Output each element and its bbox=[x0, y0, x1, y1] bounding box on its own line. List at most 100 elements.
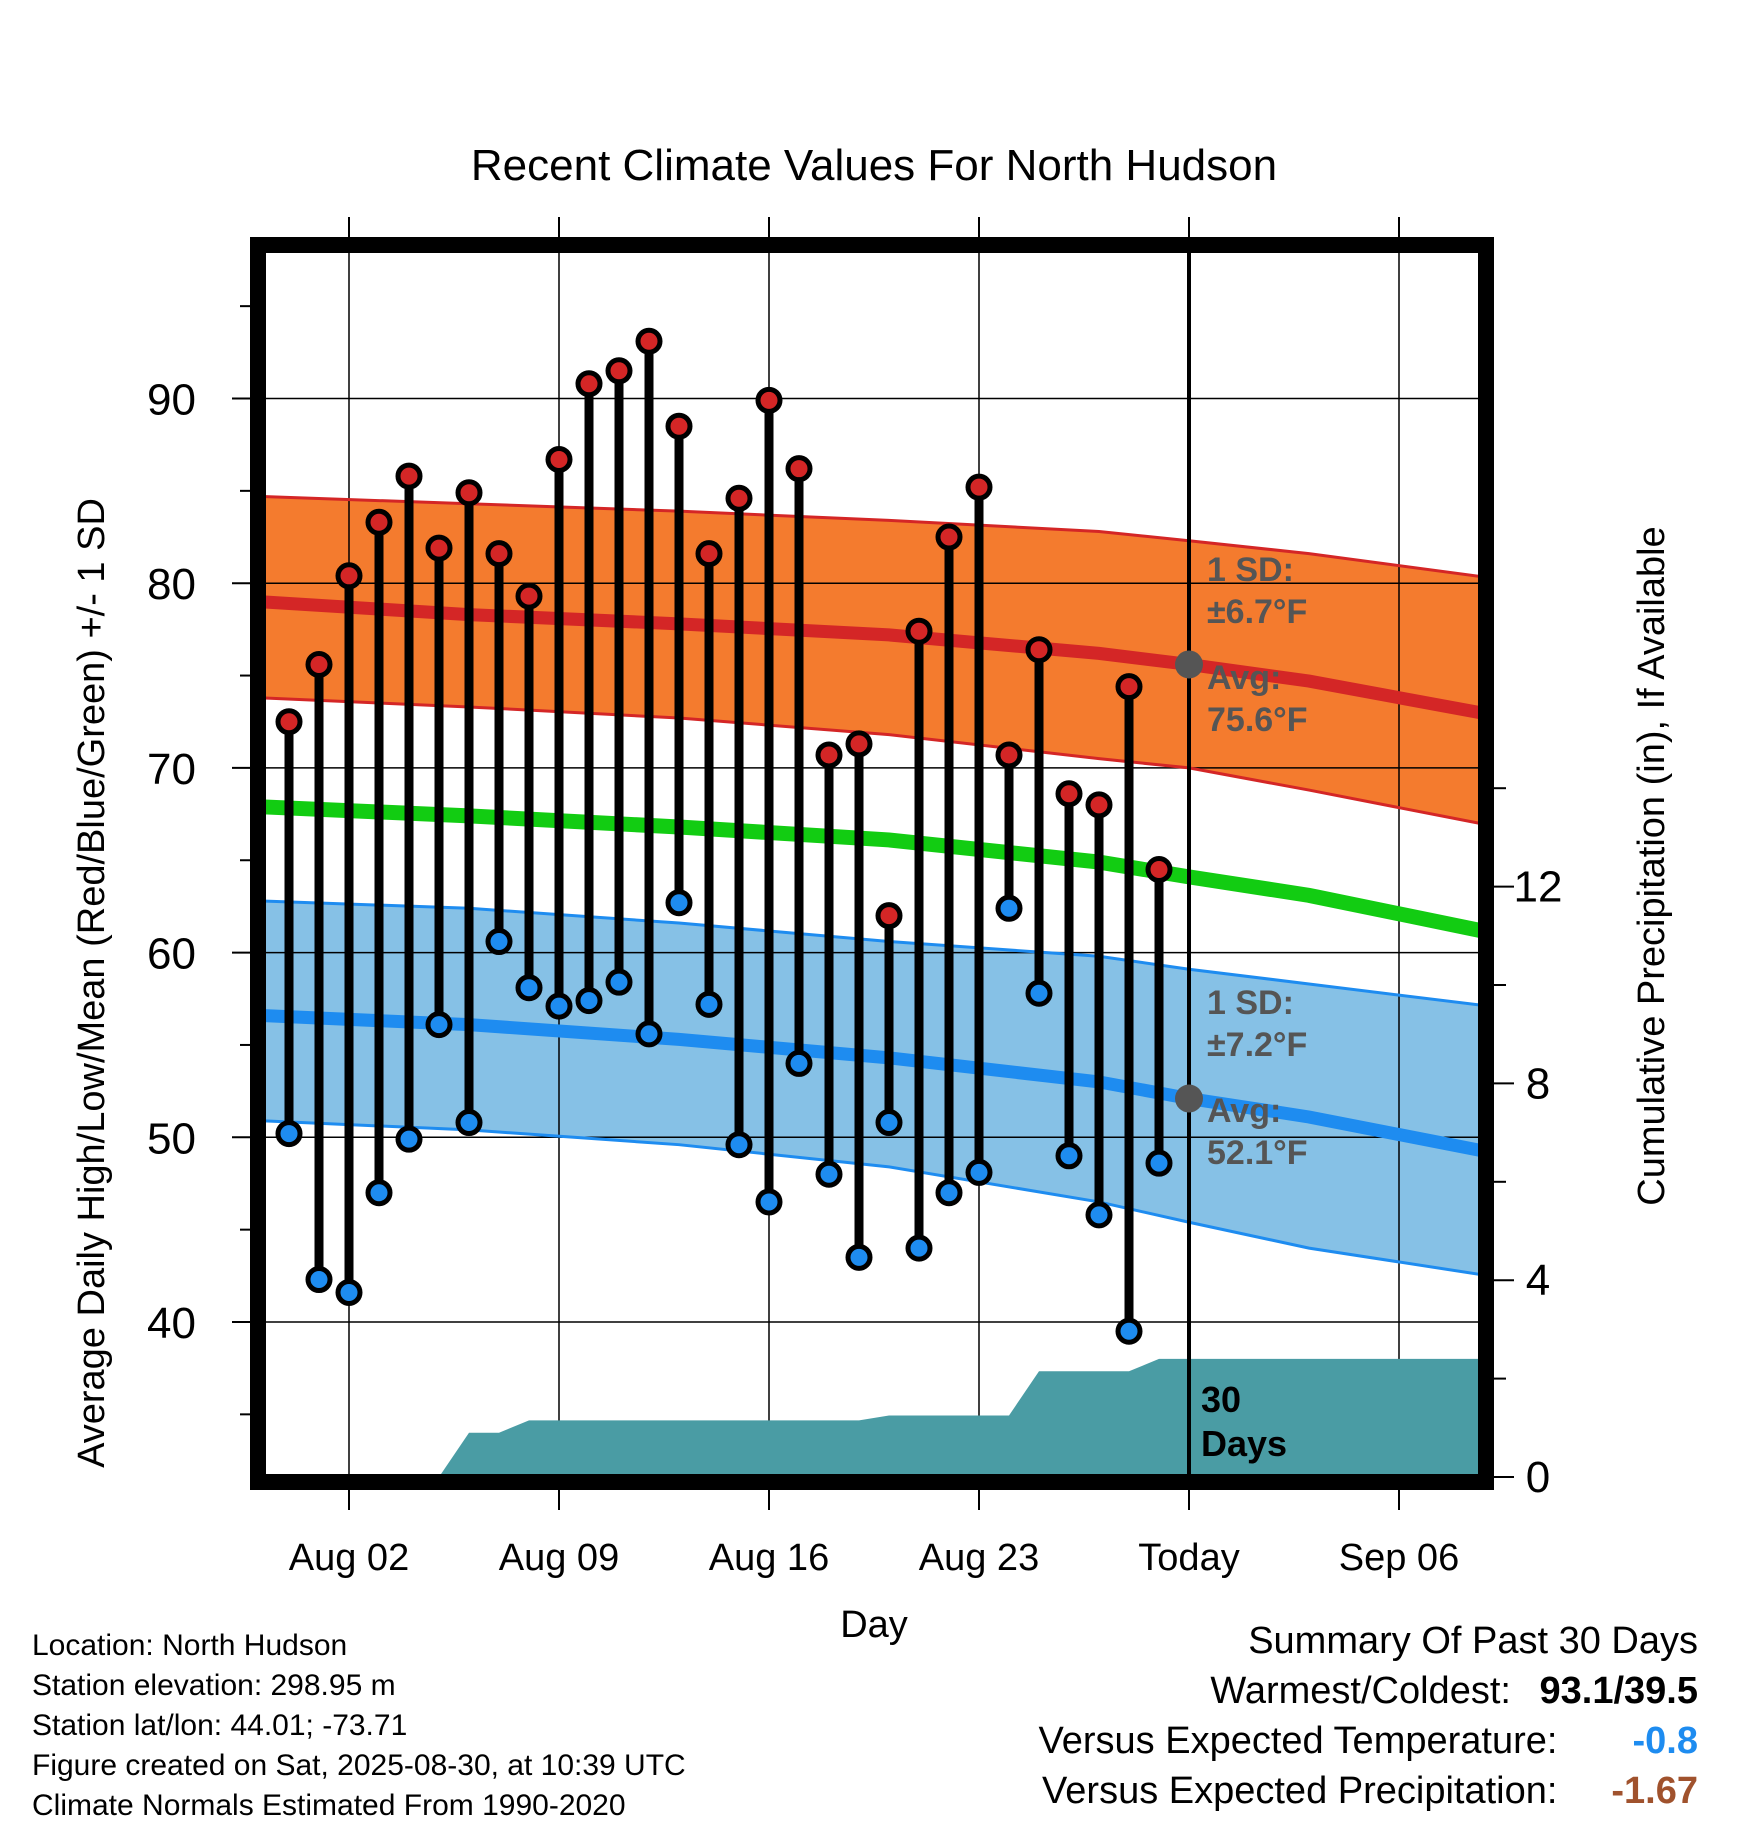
low-temp-point bbox=[425, 1011, 453, 1039]
low-temp-point bbox=[455, 1109, 483, 1137]
high-temp-point bbox=[455, 479, 483, 507]
latlon-text: Station lat/lon: 44.01; -73.71 bbox=[32, 1709, 408, 1742]
x-tick-label: Today bbox=[1138, 1537, 1239, 1579]
low-temp-point bbox=[665, 889, 693, 917]
high-temp-point bbox=[785, 455, 813, 483]
low-temp-point bbox=[605, 968, 633, 996]
low-upper-edge bbox=[258, 899, 1486, 1008]
today-window-label: 30 Days bbox=[1201, 1379, 1287, 1464]
low-temp-point bbox=[845, 1243, 873, 1271]
high-temp-point bbox=[365, 508, 393, 536]
plot-frame bbox=[250, 237, 1494, 1490]
high-temp-point bbox=[815, 741, 843, 769]
low-temp-point bbox=[875, 1109, 903, 1137]
low-temp-point bbox=[305, 1266, 333, 1294]
x-tick-label: Aug 16 bbox=[709, 1537, 829, 1579]
normal-mean-line bbox=[258, 799, 1486, 940]
created-text: Figure created on Sat, 2025-08-30, at 10… bbox=[32, 1749, 686, 1782]
temp-anomaly-label: Versus Expected Temperature: bbox=[1038, 1720, 1558, 1762]
y-axis-label: Average Daily High/Low/Mean (Red/Blue/Gr… bbox=[71, 498, 113, 1468]
warmest-coldest-value: 93.1/39.5 bbox=[1539, 1670, 1698, 1712]
low-temp-point bbox=[485, 928, 513, 956]
normal-high-line bbox=[258, 595, 1486, 721]
normal-low-line bbox=[258, 1008, 1486, 1159]
high-temp-point bbox=[755, 386, 783, 414]
today-low-avg-dot bbox=[1175, 1084, 1203, 1113]
y-tick-label: 50 bbox=[147, 1114, 196, 1163]
elevation-text: Station elevation: 298.95 m bbox=[32, 1669, 396, 1702]
high-temp-point bbox=[1115, 673, 1143, 701]
high-temp-point bbox=[575, 370, 603, 398]
y-tick-label: 80 bbox=[147, 560, 196, 609]
warmest-coldest-label: Warmest/Coldest: bbox=[1210, 1670, 1511, 1712]
high-temp-point bbox=[1085, 791, 1113, 819]
y-tick-label: 70 bbox=[147, 745, 196, 794]
low-temp-point bbox=[515, 974, 543, 1002]
low-temp-point bbox=[365, 1179, 393, 1207]
low-temp-point bbox=[965, 1158, 993, 1186]
high-temp-point bbox=[1025, 636, 1053, 664]
x-axis-label: Day bbox=[840, 1604, 908, 1646]
high-temp-point bbox=[695, 540, 723, 568]
temp-anomaly-row: Versus Expected Temperature: -0.8 bbox=[1039, 1716, 1698, 1766]
high-temp-point bbox=[605, 357, 633, 385]
x-tick-label: Sep 06 bbox=[1339, 1537, 1459, 1579]
low-temp-point bbox=[755, 1188, 783, 1216]
high-upper-edge bbox=[258, 494, 1486, 579]
high-temp-point bbox=[935, 523, 963, 551]
high-temp-point bbox=[995, 741, 1023, 769]
low-temp-point bbox=[695, 990, 723, 1018]
today-high-avg-dot bbox=[1175, 650, 1203, 679]
low-temp-point bbox=[635, 1020, 663, 1048]
low-sd-annotation: 1 SD: ±7.2°F bbox=[1207, 984, 1307, 1064]
high-avg-annotation: Avg: 75.6°F bbox=[1207, 659, 1308, 739]
low-temp-point bbox=[725, 1131, 753, 1159]
low-temp-point bbox=[1145, 1149, 1173, 1177]
low-temp-point bbox=[815, 1160, 843, 1188]
low-temp-point bbox=[935, 1179, 963, 1207]
low-temp-point bbox=[1085, 1201, 1113, 1229]
high-sd-band bbox=[259, 496, 1486, 825]
y2-axis-label: Cumulative Precipitation (in), If Availa… bbox=[1631, 526, 1673, 1205]
y2-tick-label: 12 bbox=[1514, 863, 1563, 912]
high-temp-point bbox=[875, 902, 903, 930]
y2-tick-label: 8 bbox=[1526, 1059, 1550, 1108]
y2-tick-label: 4 bbox=[1526, 1256, 1550, 1305]
low-lower-edge bbox=[258, 1119, 1486, 1277]
y2-tick-label: 0 bbox=[1526, 1453, 1550, 1502]
location-text: Location: North Hudson bbox=[32, 1629, 348, 1662]
low-temp-point bbox=[1115, 1317, 1143, 1345]
low-temp-point bbox=[335, 1278, 363, 1306]
y-tick-label: 40 bbox=[147, 1299, 196, 1348]
low-avg-annotation: Avg: 52.1°F bbox=[1207, 1092, 1308, 1172]
high-temp-point bbox=[335, 562, 363, 590]
high-temp-point bbox=[965, 473, 993, 501]
low-temp-point bbox=[995, 894, 1023, 922]
precip-anomaly-row: Versus Expected Precipitation: -1.67 bbox=[1039, 1766, 1698, 1816]
low-temp-point bbox=[1025, 979, 1053, 1007]
summary-panel: Summary Of Past 30 Days Warmest/Coldest:… bbox=[1039, 1616, 1698, 1816]
high-temp-point bbox=[545, 445, 573, 473]
x-tick-label: Aug 02 bbox=[289, 1537, 409, 1579]
high-temp-point bbox=[845, 730, 873, 758]
warmest-coldest-row: Warmest/Coldest: 93.1/39.5 bbox=[1039, 1666, 1698, 1716]
high-temp-point bbox=[425, 534, 453, 562]
summary-title: Summary Of Past 30 Days bbox=[1248, 1620, 1698, 1662]
y-tick-label: 60 bbox=[147, 930, 196, 979]
high-temp-point bbox=[905, 617, 933, 645]
high-temp-point bbox=[275, 708, 303, 736]
low-temp-point bbox=[905, 1234, 933, 1262]
x-tick-label: Aug 09 bbox=[499, 1537, 619, 1579]
low-temp-point bbox=[545, 992, 573, 1020]
low-temp-point bbox=[575, 987, 603, 1015]
normals-text: Climate Normals Estimated From 1990-2020 bbox=[32, 1789, 626, 1822]
high-temp-point bbox=[485, 540, 513, 568]
x-tick-label: Aug 23 bbox=[919, 1537, 1039, 1579]
high-temp-point bbox=[665, 412, 693, 440]
high-temp-point bbox=[395, 462, 423, 490]
high-temp-point bbox=[1145, 855, 1173, 883]
temp-anomaly-value: -0.8 bbox=[1632, 1720, 1698, 1762]
precip-anomaly-value: -1.67 bbox=[1611, 1770, 1698, 1812]
low-temp-point bbox=[395, 1125, 423, 1153]
